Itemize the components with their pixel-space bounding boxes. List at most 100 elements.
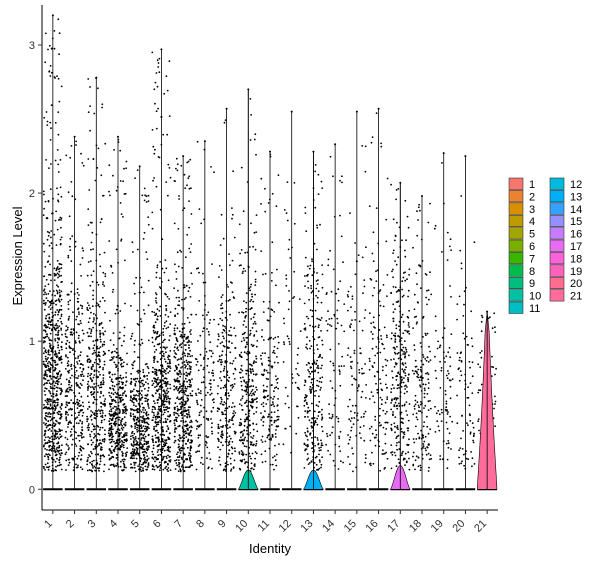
data-point xyxy=(115,189,118,192)
data-point xyxy=(69,407,72,410)
data-point xyxy=(100,174,103,177)
data-point xyxy=(54,401,57,404)
data-point xyxy=(132,445,135,448)
data-point xyxy=(174,263,176,266)
data-point xyxy=(185,365,187,367)
data-point xyxy=(169,455,171,458)
data-point xyxy=(158,286,161,288)
data-point xyxy=(167,410,170,413)
data-point xyxy=(386,274,389,276)
data-point xyxy=(374,415,377,418)
data-point xyxy=(165,389,168,392)
data-point xyxy=(271,271,273,274)
data-point xyxy=(220,379,223,382)
data-point xyxy=(184,385,187,388)
data-point xyxy=(307,406,310,409)
data-point xyxy=(58,452,61,455)
data-point xyxy=(67,319,70,321)
data-point xyxy=(90,274,93,277)
data-point xyxy=(223,376,226,378)
data-point xyxy=(368,398,371,400)
data-point xyxy=(265,369,268,372)
data-point xyxy=(317,173,320,176)
data-point xyxy=(216,392,219,395)
data-point xyxy=(350,410,352,413)
data-point xyxy=(316,296,319,299)
data-point xyxy=(320,386,322,389)
data-point xyxy=(56,436,59,438)
data-point xyxy=(158,416,161,419)
data-point xyxy=(60,373,63,376)
data-point xyxy=(164,460,167,463)
data-point xyxy=(264,440,267,443)
data-point xyxy=(190,429,192,432)
data-point xyxy=(136,377,139,380)
data-point xyxy=(262,311,265,313)
data-point xyxy=(46,379,49,382)
data-point xyxy=(151,457,154,459)
data-point xyxy=(151,419,154,421)
data-point xyxy=(250,443,253,446)
data-point xyxy=(57,268,60,271)
data-point xyxy=(403,340,406,342)
data-point xyxy=(156,85,159,88)
data-point xyxy=(140,397,143,399)
data-point xyxy=(109,432,112,435)
data-point xyxy=(57,111,60,113)
data-point xyxy=(111,438,114,441)
data-point xyxy=(178,358,180,361)
data-point xyxy=(285,278,288,280)
data-point xyxy=(87,443,89,446)
data-point xyxy=(183,284,186,286)
data-point xyxy=(288,343,291,345)
data-point xyxy=(87,358,89,361)
data-point xyxy=(184,466,187,469)
data-point xyxy=(311,260,313,263)
data-point xyxy=(297,374,300,377)
data-point xyxy=(246,358,249,361)
data-point xyxy=(133,360,136,362)
data-point xyxy=(179,375,182,378)
data-point xyxy=(204,440,207,443)
data-point xyxy=(92,365,94,368)
max-point-4 xyxy=(117,135,119,138)
data-point xyxy=(99,455,102,458)
data-point xyxy=(65,417,67,420)
data-point xyxy=(177,363,180,366)
data-point xyxy=(272,398,274,400)
data-point xyxy=(350,286,352,288)
data-point xyxy=(112,412,115,415)
data-point xyxy=(177,379,179,382)
data-point xyxy=(137,394,140,397)
data-point xyxy=(55,465,57,468)
data-point xyxy=(197,388,200,391)
data-point xyxy=(164,347,167,350)
data-point xyxy=(268,319,270,322)
data-point xyxy=(44,417,47,420)
data-point xyxy=(68,402,70,404)
data-point xyxy=(372,231,375,234)
data-point xyxy=(230,468,233,471)
data-point xyxy=(159,410,162,413)
data-point xyxy=(186,184,188,187)
data-point xyxy=(267,394,269,397)
data-point xyxy=(354,404,357,407)
data-point xyxy=(165,320,168,322)
data-point xyxy=(253,360,256,362)
data-point xyxy=(163,409,166,411)
data-point xyxy=(80,446,83,448)
data-point xyxy=(244,461,247,463)
data-point xyxy=(222,344,225,347)
data-point xyxy=(101,426,104,429)
data-point xyxy=(97,304,99,307)
data-point xyxy=(221,319,224,322)
data-point xyxy=(102,412,104,414)
data-point xyxy=(156,308,159,311)
data-point xyxy=(45,426,48,429)
data-point xyxy=(245,413,247,416)
data-point xyxy=(354,242,356,244)
data-point xyxy=(59,456,61,459)
data-point xyxy=(80,384,83,386)
data-point xyxy=(76,297,79,300)
data-point xyxy=(136,450,139,452)
